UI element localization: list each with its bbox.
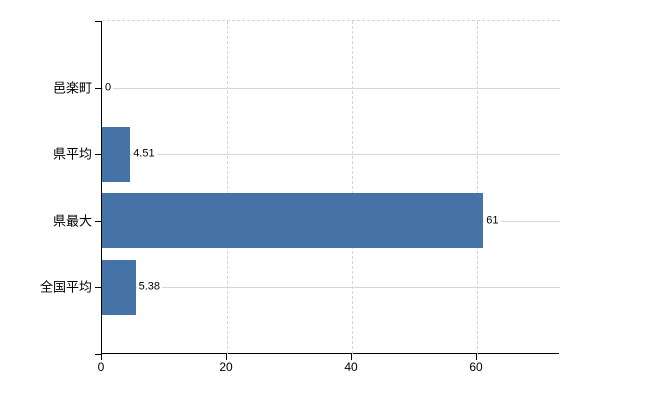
y-axis-tick — [95, 287, 101, 289]
x-axis-tick — [101, 354, 102, 360]
category-label: 県最大 — [52, 213, 92, 229]
y-axis-tick — [95, 87, 101, 89]
horizontal-gridline — [102, 287, 560, 289]
x-axis-tick-label: 0 — [97, 360, 105, 374]
x-axis-tick-label: 40 — [344, 360, 358, 374]
x-axis-tick — [226, 354, 227, 360]
value-label: 0 — [103, 81, 114, 95]
x-axis-tick — [476, 354, 477, 360]
vertical-gridline — [227, 21, 228, 354]
value-label: 61 — [484, 214, 501, 228]
x-axis-tick — [351, 354, 352, 360]
horizontal-gridline — [102, 154, 560, 156]
plot-area: 0 4.51 61 5.38 — [101, 20, 560, 354]
bar-県平均 — [102, 126, 131, 182]
category-label: 邑楽町 — [52, 80, 92, 96]
vertical-gridline — [477, 21, 478, 354]
horizontal-gridline — [102, 87, 560, 89]
x-axis-tick-label: 60 — [469, 360, 483, 374]
value-label: 4.51 — [131, 147, 157, 161]
y-axis-tick — [95, 220, 101, 222]
category-label: 県平均 — [52, 146, 92, 162]
bar-県最大 — [102, 193, 484, 249]
category-label: 全国平均 — [39, 279, 92, 295]
value-label: 5.38 — [136, 280, 163, 294]
x-axis-tick-label: 20 — [219, 360, 233, 374]
y-axis-tick — [95, 354, 101, 355]
y-axis-tick — [95, 21, 101, 22]
vertical-gridline — [352, 21, 353, 354]
plot-top-gridline — [102, 20, 560, 21]
y-axis-tick — [95, 154, 101, 156]
bar-全国平均 — [102, 259, 136, 315]
